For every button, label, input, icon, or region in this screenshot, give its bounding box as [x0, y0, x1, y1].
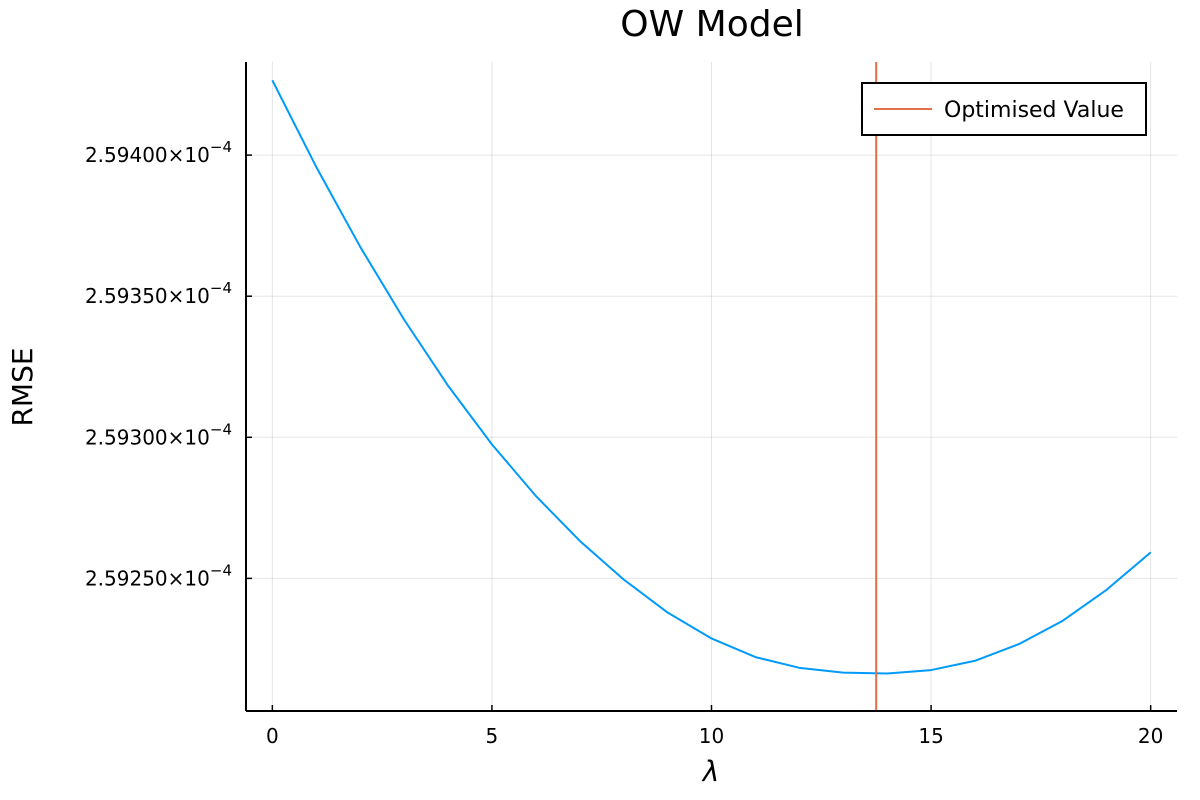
y-tick-label: 2.59400×10−4: [85, 138, 232, 167]
x-ticks: 0 5 10 15 20: [266, 705, 1163, 748]
y-axis-label: RMSE: [6, 347, 39, 426]
grid: [246, 62, 1177, 711]
legend: Optimised Value: [861, 82, 1147, 136]
x-tick-label: 5: [486, 724, 499, 748]
legend-label: Optimised Value: [944, 98, 1124, 123]
x-tick-label: 20: [1138, 724, 1163, 748]
rmse-series-line: [271, 79, 1152, 675]
x-tick-label: 0: [266, 724, 279, 748]
y-tick-label: 2.59250×10−4: [85, 561, 232, 590]
x-tick-label: 10: [699, 724, 724, 748]
y-tick-label: 2.59350×10−4: [85, 279, 232, 308]
x-axis-label: λ: [701, 755, 720, 788]
series-layer: [271, 62, 1152, 711]
x-tick-label: 15: [918, 724, 943, 748]
chart-title: OW Model: [620, 4, 803, 45]
y-ticks: 2.59250×10−4 2.59300×10−4 2.59350×10−4 2.59…: [85, 138, 252, 590]
y-tick-label: 2.59300×10−4: [85, 420, 232, 449]
